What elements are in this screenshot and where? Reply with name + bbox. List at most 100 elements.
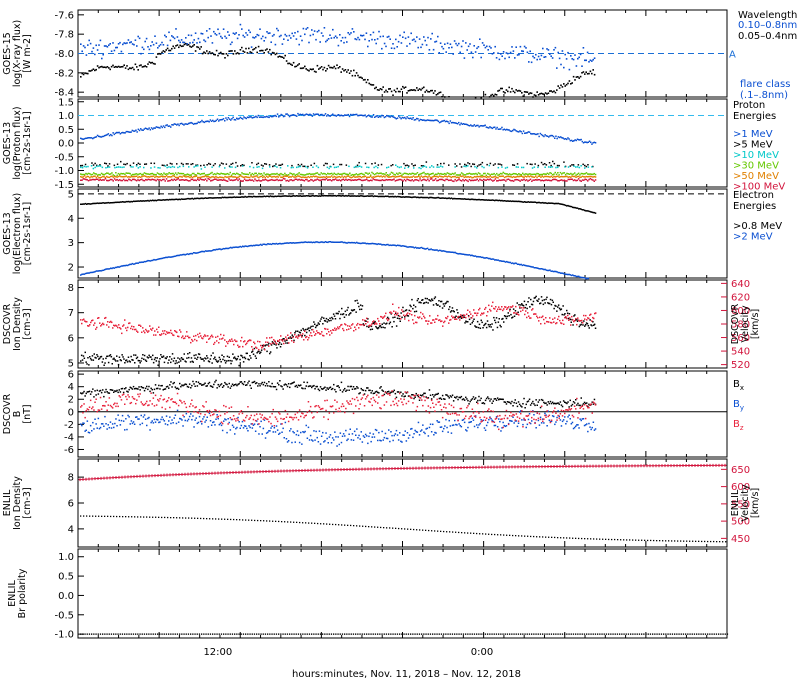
data-point <box>475 179 477 181</box>
data-point <box>554 176 556 178</box>
data-point <box>386 91 389 93</box>
data-point <box>138 173 140 175</box>
data-point <box>370 324 372 327</box>
data-point <box>431 178 433 180</box>
data-point <box>547 49 550 51</box>
data-point <box>437 120 440 122</box>
data-point <box>236 246 238 248</box>
data-point <box>333 166 336 169</box>
data-point <box>540 173 542 176</box>
data-point <box>288 174 290 176</box>
data-point <box>338 175 341 178</box>
data-point <box>402 36 404 38</box>
data-point <box>553 178 555 181</box>
data-point <box>293 114 296 116</box>
data-point <box>290 63 292 66</box>
data-point <box>159 127 161 129</box>
data-point <box>516 179 519 181</box>
data-point <box>557 166 559 169</box>
data-point <box>246 342 248 344</box>
data-point <box>292 336 294 339</box>
data-point <box>104 162 106 164</box>
data-point <box>220 119 222 121</box>
data-point <box>248 47 250 50</box>
y-tick-label: 1.0 <box>58 552 74 563</box>
data-point <box>92 47 95 49</box>
data-point <box>271 176 273 178</box>
data-point <box>367 173 369 175</box>
data-point <box>145 328 147 331</box>
data-point <box>577 164 580 166</box>
data-point <box>393 310 395 312</box>
data-point <box>224 339 226 341</box>
data-point <box>429 248 431 251</box>
data-point <box>389 116 392 118</box>
data-point <box>578 208 580 210</box>
data-point <box>262 174 264 177</box>
data-point <box>83 318 85 320</box>
data-point <box>217 173 220 175</box>
data-point <box>495 199 497 201</box>
data-point <box>418 179 420 182</box>
data-point <box>145 178 147 181</box>
data-point <box>176 173 178 176</box>
data-point <box>323 178 325 181</box>
data-point <box>316 64 319 67</box>
data-point <box>349 176 351 178</box>
data-point <box>570 274 573 277</box>
data-point <box>389 244 392 246</box>
data-point <box>154 35 156 37</box>
data-point <box>237 196 239 198</box>
data-point <box>401 179 403 181</box>
data-point <box>198 251 201 253</box>
data-point <box>217 176 220 179</box>
data-point <box>218 165 221 168</box>
panels-group: -7.6-7.8-8.0-8.2-8.4A1.51.00.50.0-0.5-1.… <box>54 9 750 641</box>
data-point <box>359 304 362 306</box>
data-point <box>503 128 506 130</box>
data-point <box>201 52 204 55</box>
data-point <box>516 302 518 304</box>
data-point <box>349 172 351 174</box>
data-point <box>200 164 202 167</box>
data-point <box>432 249 435 251</box>
data-point <box>109 354 112 356</box>
data-point <box>313 70 316 73</box>
data-point <box>486 163 488 166</box>
data-point <box>302 67 305 69</box>
data-point <box>222 118 225 120</box>
data-point <box>548 173 550 175</box>
data-point <box>90 165 93 167</box>
data-point <box>154 63 156 65</box>
data-point <box>257 340 259 343</box>
data-point <box>197 356 199 359</box>
data-point <box>584 178 586 180</box>
data-point <box>497 321 500 323</box>
data-point <box>564 273 567 275</box>
data-point <box>296 166 298 169</box>
data-point <box>449 175 451 178</box>
data-point <box>501 166 503 168</box>
data-point <box>89 137 92 139</box>
data-point <box>150 167 152 169</box>
data-point <box>423 196 425 199</box>
data-point <box>274 195 276 197</box>
data-point <box>381 195 383 198</box>
data-point <box>420 311 422 314</box>
data-point <box>373 176 376 178</box>
data-point <box>368 82 370 85</box>
data-point <box>423 86 425 89</box>
data-point <box>376 327 378 329</box>
data-point <box>505 52 508 54</box>
data-point <box>319 320 321 322</box>
data-point <box>84 137 87 140</box>
data-point <box>442 197 444 199</box>
data-point <box>404 86 407 88</box>
data-point <box>571 173 573 176</box>
y-tick-label: -1.5 <box>54 180 74 191</box>
data-point <box>382 173 385 175</box>
data-point <box>226 196 228 199</box>
data-point <box>159 199 161 201</box>
data-point <box>384 179 386 182</box>
data-point <box>308 195 310 197</box>
